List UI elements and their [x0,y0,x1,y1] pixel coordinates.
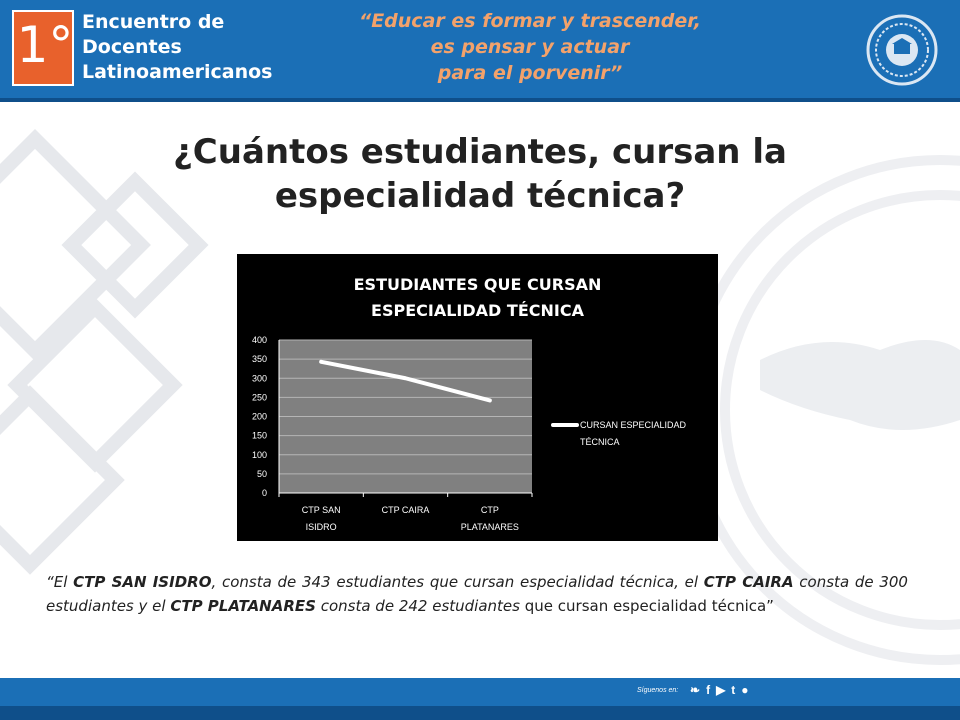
header-banner: 1° Encuentro de Docentes Latinoamericano… [0,0,960,102]
youtube-icon[interactable]: ▶ [716,683,726,697]
event-name-line-3: Latinoamericanos [82,61,273,83]
chart-container: ESTUDIANTES QUE CURSAN ESPECIALIDAD TÉCN… [237,254,718,541]
quote-text-3: consta de 242 estudiantes [315,597,525,615]
school-platanares: CTP PLATANARES [170,597,316,615]
motto-line-1: “Educar es formar y trascender, [358,10,702,32]
event-name: Encuentro de Docentes Latinoamericanos [82,10,282,85]
x-tick-label: PLATANARES [461,522,519,532]
school-san-isidro: CTP SAN ISIDRO [73,573,212,591]
event-logo: 1° [12,10,74,86]
legend-label: TÉCNICA [580,437,620,447]
y-tick-label: 350 [252,354,267,364]
facebook-icon[interactable]: f [706,683,711,697]
university-seal-icon [866,14,938,86]
logo-number: 1° [16,16,74,74]
event-name-line-1: Encuentro de [82,11,225,33]
y-tick-label: 250 [252,392,267,402]
y-tick-label: 300 [252,373,267,383]
x-tick-label: CTP SAN [302,505,341,515]
x-tick-label: CTP [481,505,499,515]
social-icons: ❧ f ▶ t ● [690,683,755,697]
motto: “Educar es formar y trascender, es pensa… [330,8,730,86]
motto-line-2: es pensar y actuar [430,36,630,58]
quote-open: “El [46,573,74,591]
school-caira: CTP CAIRA [703,573,794,591]
twitter-icon[interactable]: ❧ [690,683,701,697]
quote-text-1: , consta de 343 estudiantes que cursan e… [211,573,704,591]
quote-tail: que cursan especialidad técnica” [524,597,774,615]
legend-label: CURSAN ESPECIALIDAD [580,420,687,430]
footer-bar: Síguenos en: ❧ f ▶ t ● [0,678,960,706]
tumblr-icon[interactable]: t [731,683,736,697]
motto-line-3: para el porvenir” [437,62,623,84]
y-tick-label: 400 [252,335,267,345]
x-tick-label: CTP CAIRA [382,505,430,515]
x-tick-label: ISIDRO [306,522,337,532]
footer-strip [0,706,960,720]
y-tick-label: 150 [252,431,267,441]
series-line [319,359,492,403]
y-tick-label: 0 [262,488,267,498]
header-divider [0,98,960,102]
y-tick-label: 200 [252,412,267,422]
y-tick-label: 100 [252,450,267,460]
social-label: Síguenos en: [637,687,679,694]
chart-title-line-1: ESTUDIANTES QUE CURSAN [353,275,602,294]
line-chart: 0 50 100 150 200 250 300 350 400 CTP SAN ISIDRO CTP… [252,335,687,532]
event-name-line-2: Docentes [82,36,182,58]
y-tick-label: 50 [257,469,267,479]
quote-paragraph: “El CTP SAN ISIDRO, consta de 343 estudi… [46,570,908,618]
blogger-icon[interactable]: ● [741,683,749,697]
chart-title-line-2: ESPECIALIDAD TÉCNICA [371,301,584,320]
quote-text-2: consta de 300 estudiantes y el [46,573,908,615]
chart-title: ESTUDIANTES QUE CURSAN ESPECIALIDAD TÉCN… [237,272,718,324]
slide-title: ¿Cuántos estudiantes, cursan la especial… [173,132,787,216]
